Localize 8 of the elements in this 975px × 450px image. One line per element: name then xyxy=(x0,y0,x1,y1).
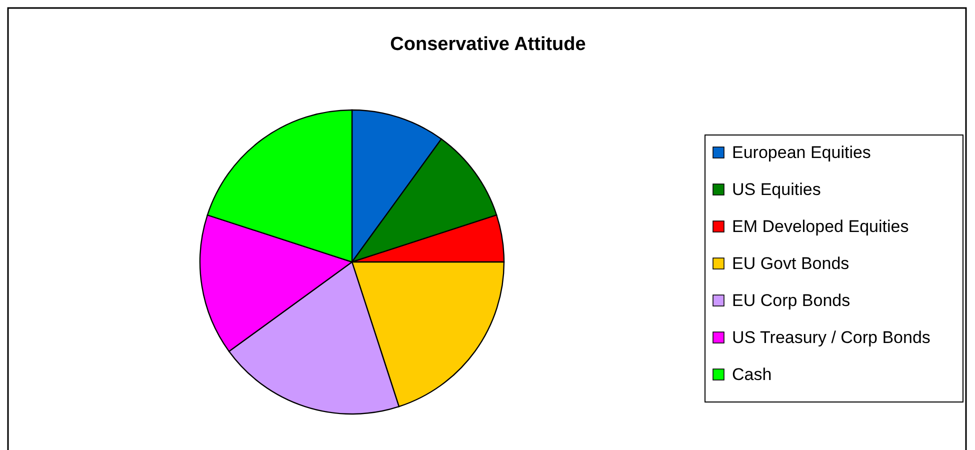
legend-label: EU Govt Bonds xyxy=(732,254,850,273)
legend-label: US Treasury / Corp Bonds xyxy=(732,328,930,347)
legend-label: EM Developed Equities xyxy=(732,217,909,236)
chart-title: Conservative Attitude xyxy=(390,34,586,55)
legend-label: Cash xyxy=(732,365,772,384)
legend-label: European Equities xyxy=(732,143,871,162)
legend-label: EU Corp Bonds xyxy=(732,291,850,310)
legend-label: US Equities xyxy=(732,180,821,199)
